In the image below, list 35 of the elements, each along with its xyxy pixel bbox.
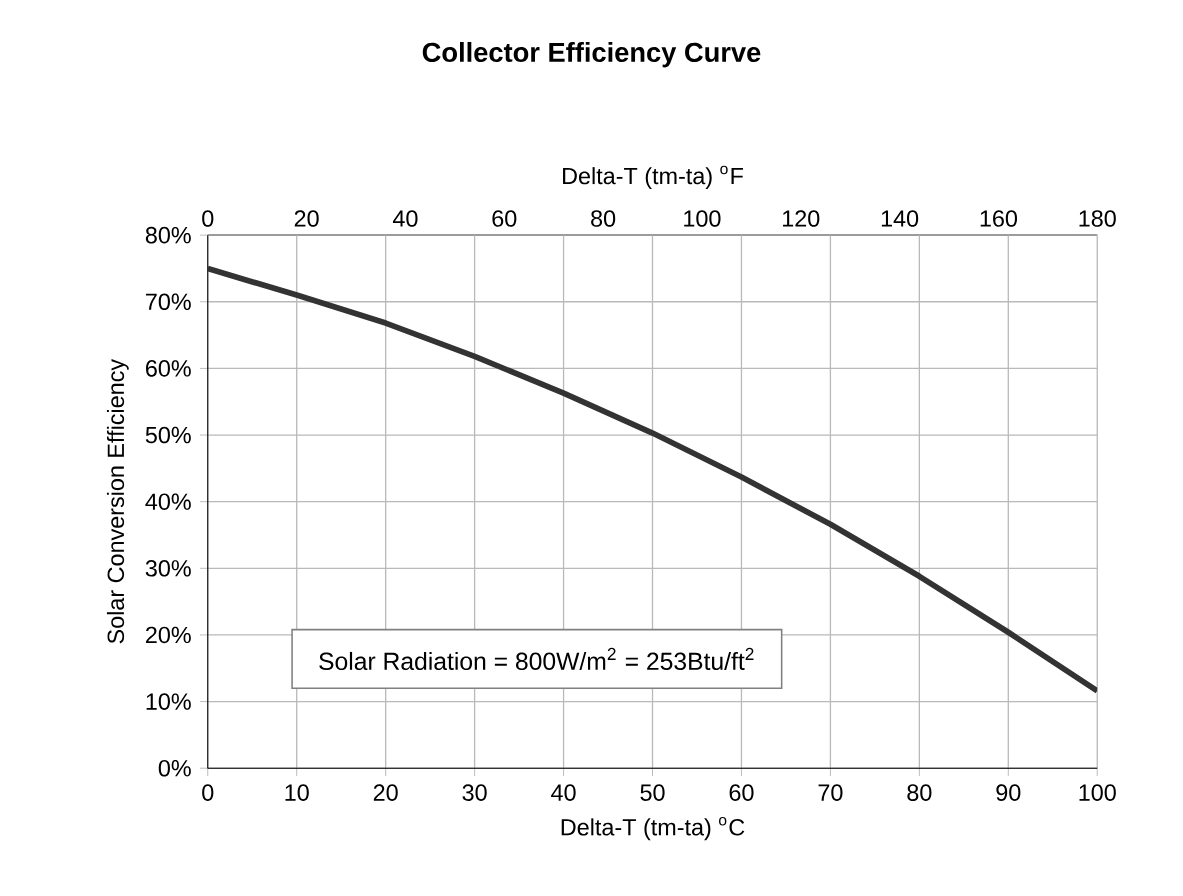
x-tick-label: 100: [1079, 784, 1116, 801]
x-tick-label: 20: [373, 784, 398, 801]
x2-tick-label: 180: [1079, 210, 1116, 227]
x2-tick-label: 60: [492, 210, 517, 227]
y-tick-label: 40%: [145, 493, 191, 510]
y-tick-label: 0%: [158, 759, 191, 777]
x2-tick-label: 40: [392, 210, 418, 227]
y-tick-label: 60%: [146, 360, 191, 377]
x2-tick-label: 140: [881, 210, 919, 227]
x-tick-label: 0: [202, 784, 214, 801]
y-tick-label: 30%: [145, 559, 191, 577]
x-tick-label: 60: [729, 784, 754, 801]
y-tick-label: 20%: [146, 626, 191, 644]
y-axis-title: Solar Conversion Efficiency: [106, 358, 129, 644]
x-tick-label: 50: [640, 784, 665, 801]
chart-title: Collector Efficiency Curve: [422, 41, 761, 68]
x2-tick-label: 160: [980, 210, 1018, 227]
x2-axis-title: Delta-T (tm-ta) $^{o}$F: [563, 165, 743, 189]
x2-tick-label: 0: [202, 210, 214, 227]
x2-tick-label: 100: [684, 210, 721, 227]
x-axis-title: Delta-T (tm-ta) $^{o}$C: [561, 816, 745, 841]
x-tick-label: 30: [462, 784, 487, 801]
x-tick-label: 40: [551, 784, 576, 801]
x-tick-label: 90: [996, 784, 1021, 801]
annotation: Solar Radiation = 800W/m$^{2}$ = 253Btu/ft$^{2}$: [319, 647, 754, 670]
x-tick-label: 70: [818, 784, 843, 801]
y-tick-label: 80%: [145, 226, 191, 244]
y-tick-label: 70%: [146, 293, 191, 310]
y-tick-label: 10%: [146, 693, 191, 710]
x2-tick-label: 120: [783, 210, 820, 227]
x-tick-label: 80: [907, 784, 932, 801]
x-tick-label: 10: [285, 784, 309, 801]
x2-tick-label: 20: [294, 210, 319, 227]
y-tick-label: 50%: [145, 426, 191, 444]
x2-tick-label: 80: [591, 210, 616, 227]
